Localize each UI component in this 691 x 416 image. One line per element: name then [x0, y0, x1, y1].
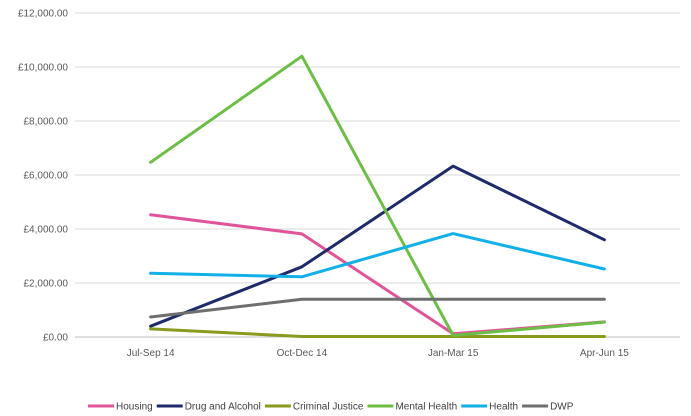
legend-label: Health — [489, 402, 518, 413]
series-line-criminal-justice — [149, 327, 606, 338]
y-tick-label: £6,000.00 — [24, 171, 69, 182]
y-tick-label: £8,000.00 — [24, 117, 69, 128]
x-tick-label: Jan-Mar 15 — [428, 348, 479, 359]
legend-label: DWP — [550, 402, 574, 413]
legend-label: Mental Health — [395, 402, 457, 413]
x-tick-label: Apr-Jun 15 — [580, 348, 629, 359]
series-line-health — [149, 232, 606, 279]
legend: Housing Drug and Alcohol Criminal Justice M… — [88, 402, 574, 413]
gridlines — [75, 12, 680, 338]
series-line-mental-health — [149, 54, 606, 337]
y-tick-label: £10,000.00 — [18, 63, 68, 74]
y-tick-label: £4,000.00 — [24, 225, 69, 236]
series-lines — [149, 54, 606, 338]
y-axis-ticks: £0.00 £2,000.00 £4,000.00 £6,000.00 £8,000.0… — [18, 9, 68, 344]
series-line-dwp — [149, 297, 606, 319]
x-tick-label: Jul-Sep 14 — [127, 348, 175, 359]
legend-label: Criminal Justice — [293, 402, 364, 413]
series-line-drug-and-alcohol — [149, 164, 606, 328]
y-tick-label: £2,000.00 — [24, 279, 69, 290]
y-tick-label: £12,000.00 — [18, 9, 68, 20]
legend-label: Drug and Alcohol — [185, 402, 261, 413]
legend-label: Housing — [116, 402, 153, 413]
x-tick-label: Oct-Dec 14 — [277, 348, 328, 359]
y-tick-label: £0.00 — [43, 333, 68, 344]
x-axis-ticks: Jul-Sep 14 Oct-Dec 14 Jan-Mar 15 Apr-Jun 15 — [127, 348, 630, 359]
